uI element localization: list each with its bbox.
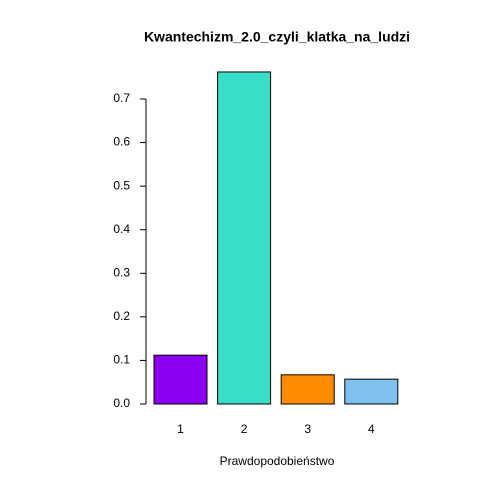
x-tick-label: 4: [368, 422, 375, 436]
chart-title: Kwantechizm_2.0_czyli_klatka_na_ludzi: [144, 29, 410, 45]
y-tick-label: 0.4: [113, 222, 130, 236]
bar: [344, 378, 399, 405]
x-axis-label: Prawdopodobieństwo: [220, 454, 335, 468]
bar: [153, 354, 208, 405]
bar: [217, 71, 272, 405]
y-tick-label: 0.1: [113, 353, 130, 367]
x-tick-label: 2: [241, 422, 248, 436]
y-tick-label: 0.7: [113, 91, 130, 105]
y-tick-label: 0.0: [113, 396, 130, 410]
y-tick-label: 0.5: [113, 178, 130, 192]
y-tick-label: 0.3: [113, 265, 130, 279]
y-tick-label: 0.6: [113, 135, 130, 149]
x-tick-label: 1: [177, 422, 184, 436]
y-tick-label: 0.2: [113, 309, 130, 323]
x-tick-label: 3: [304, 422, 311, 436]
bar: [280, 374, 335, 405]
